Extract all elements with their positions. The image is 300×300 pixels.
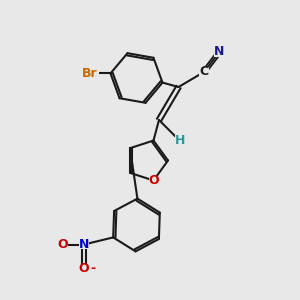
Bar [199,67,209,76]
Text: N: N [214,45,224,58]
Bar [214,47,224,57]
Bar [79,240,89,249]
Text: N: N [79,238,89,251]
Text: H: H [175,134,185,147]
Text: -: - [91,262,96,275]
Bar [80,69,99,78]
Text: Br: Br [82,67,97,80]
Bar [58,240,68,249]
Bar [149,176,158,185]
Bar [175,135,185,145]
Text: O: O [58,238,68,251]
Bar [79,264,89,273]
Text: C: C [200,65,208,78]
Text: O: O [148,174,159,187]
Text: O: O [79,262,89,275]
